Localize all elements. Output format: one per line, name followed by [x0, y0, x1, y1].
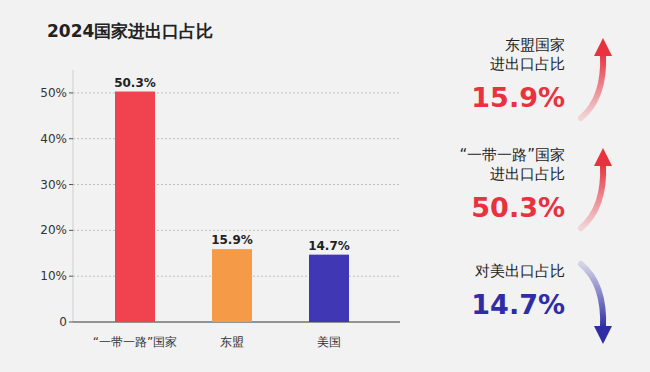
- annotation-value: 50.3%: [471, 192, 565, 223]
- tick-mark: [69, 138, 73, 139]
- data-label: 50.3%: [114, 76, 156, 90]
- y-tick-label: 20%: [40, 223, 67, 237]
- bars: [115, 92, 349, 322]
- tick-mark: [69, 276, 73, 277]
- y-tick-label: 40%: [40, 132, 67, 146]
- annotation-text: 进出口占比: [490, 165, 565, 183]
- bar: [115, 92, 155, 322]
- tick-mark: [69, 92, 73, 93]
- trend-arrow: [581, 164, 603, 228]
- tick-mark: [69, 322, 73, 323]
- bar: [309, 255, 349, 322]
- annotation-text: 东盟国家: [505, 36, 565, 54]
- x-tick-label: 美国: [317, 335, 341, 349]
- trend-arrow: [581, 54, 603, 118]
- annotation-value: 14.7%: [471, 289, 565, 320]
- annotation-text: 对美出口占比: [475, 262, 565, 280]
- annotation-text: 进出口占比: [490, 55, 565, 73]
- data-label: 14.7%: [308, 239, 350, 253]
- annotation-value: 15.9%: [471, 82, 565, 113]
- annotation-text: “一带一路”国家: [459, 146, 565, 164]
- y-tick-label: 30%: [40, 178, 67, 192]
- x-tick-label: 东盟: [220, 335, 244, 349]
- y-axis-line: [73, 70, 74, 322]
- y-tick-label: 50%: [40, 86, 67, 100]
- bar: [212, 249, 252, 322]
- x-tick-label: “一带一路”国家: [93, 335, 177, 349]
- data-label: 15.9%: [211, 233, 253, 247]
- trend-arrow-head: [594, 326, 612, 344]
- trend-arrow-head: [594, 148, 612, 166]
- tick-mark: [69, 184, 73, 185]
- trend-arrow-head: [594, 38, 612, 56]
- background: [0, 0, 650, 372]
- tick-mark: [69, 230, 73, 231]
- chart-title: 2024国家进出口占比: [47, 21, 213, 41]
- trend-arrow: [581, 264, 603, 328]
- y-tick-label: 0: [59, 315, 67, 329]
- y-tick-label: 10%: [40, 269, 67, 283]
